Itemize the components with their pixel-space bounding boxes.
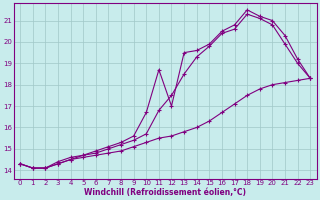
X-axis label: Windchill (Refroidissement éolien,°C): Windchill (Refroidissement éolien,°C) [84, 188, 246, 197]
